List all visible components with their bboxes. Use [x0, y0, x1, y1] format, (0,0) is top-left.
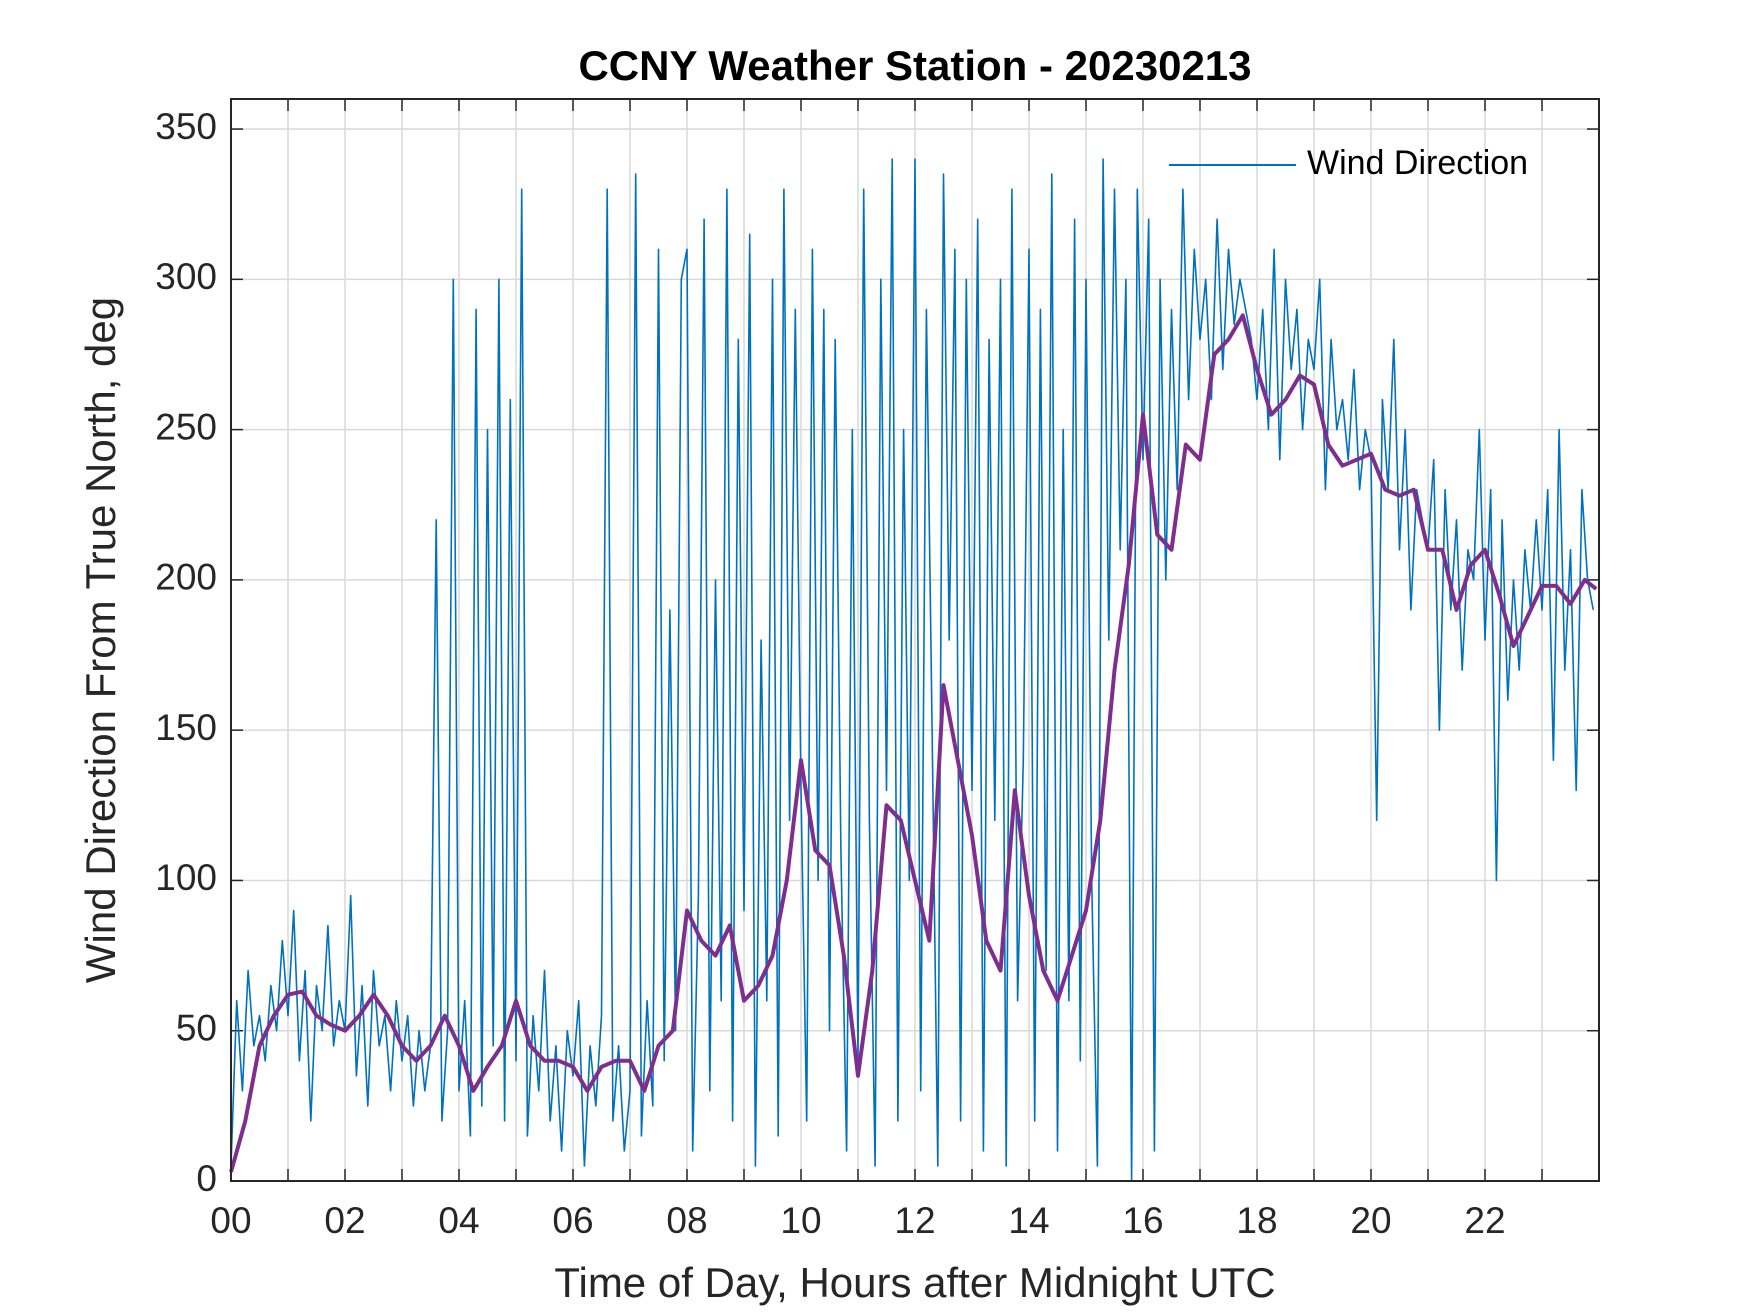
- chart-title: CCNY Weather Station - 20230213: [578, 42, 1251, 89]
- data-line: [230, 158, 1595, 1182]
- x-tick-label: 14: [1008, 1200, 1049, 1241]
- x-tick-label: 08: [666, 1200, 707, 1241]
- y-tick-label: 0: [196, 1158, 217, 1199]
- y-tick-label: 250: [155, 406, 217, 447]
- x-tick-label: 12: [894, 1200, 935, 1241]
- x-tick-label: 04: [438, 1200, 479, 1241]
- x-tick-label: 18: [1236, 1200, 1277, 1241]
- axes-box: [230, 98, 1600, 1182]
- y-tick-label: 350: [155, 106, 217, 147]
- x-tick-label: 22: [1464, 1200, 1505, 1241]
- x-tick-label: 16: [1122, 1200, 1163, 1241]
- data-line: [229, 313, 1598, 1173]
- y-tick-label: 200: [155, 557, 217, 598]
- y-tick-label: 150: [155, 707, 217, 748]
- x-tick-label: 02: [324, 1200, 365, 1241]
- x-tick-label: 00: [210, 1200, 251, 1241]
- legend-label: Wind Direction: [1307, 144, 1528, 182]
- x-axis-label: Time of Day, Hours after Midnight UTC: [554, 1259, 1275, 1306]
- x-tick-label: 20: [1350, 1200, 1391, 1241]
- x-tick-label: 10: [780, 1200, 821, 1241]
- y-tick-label: 300: [155, 256, 217, 297]
- x-tick-label: 06: [552, 1200, 593, 1241]
- y-tick-label: 50: [176, 1008, 217, 1049]
- y-axis-label: Wind Direction From True North, deg: [77, 297, 124, 983]
- y-tick-label: 100: [155, 857, 217, 898]
